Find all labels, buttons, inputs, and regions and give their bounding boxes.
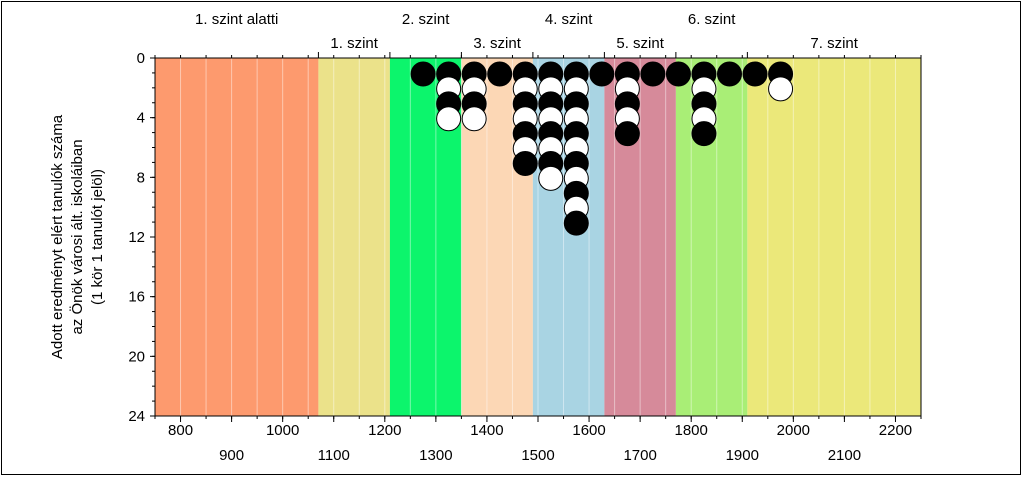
student-circle xyxy=(640,61,666,87)
y-tick-label: 0 xyxy=(137,50,145,67)
x-tick-label: 2000 xyxy=(777,422,810,439)
y-tick-label: 12 xyxy=(128,229,145,246)
student-circle xyxy=(563,210,589,236)
student-circle xyxy=(436,106,462,132)
level-label-1: 1. szint alatti xyxy=(195,11,278,28)
y-tick-label: 16 xyxy=(128,289,145,306)
student-circle xyxy=(717,61,742,87)
level-band-8 xyxy=(747,58,921,416)
level-band-1 xyxy=(155,58,319,416)
x-tick-label: 1800 xyxy=(675,422,708,439)
level-label-2: 1. szint xyxy=(330,35,378,52)
x-tick-label: 900 xyxy=(219,447,244,464)
student-circle xyxy=(589,61,615,87)
x-tick-label: 1900 xyxy=(726,447,759,464)
level-band-2 xyxy=(318,58,390,416)
level-label-4: 3. szint xyxy=(473,35,521,52)
x-tick-label: 2100 xyxy=(828,447,861,464)
x-tick-label: 1300 xyxy=(419,447,452,464)
level-label-8: 7. szint xyxy=(810,35,858,52)
student-circle xyxy=(614,121,640,147)
x-tick-label: 800 xyxy=(168,422,193,439)
student-circle xyxy=(487,61,513,87)
y-tick-label: 20 xyxy=(128,348,145,365)
student-circle xyxy=(410,61,436,87)
level-label-5: 4. szint xyxy=(545,11,593,28)
y-tick-label: 24 xyxy=(128,408,145,425)
y-tick-label: 4 xyxy=(137,110,145,127)
student-circle xyxy=(538,165,564,191)
student-circle xyxy=(512,151,538,176)
level-label-3: 2. szint xyxy=(402,11,450,28)
student-circle xyxy=(691,121,717,147)
x-tick-label: 1000 xyxy=(266,422,299,439)
student-circle xyxy=(742,61,768,87)
y-axis-label-line-2: az Önök városi ált. iskoláiban xyxy=(68,139,86,334)
x-tick-label: 1600 xyxy=(572,422,605,439)
x-tick-label: 1400 xyxy=(470,422,503,439)
x-tick-label: 1200 xyxy=(368,422,401,439)
student-circle xyxy=(665,61,691,87)
student-circle xyxy=(461,106,487,132)
level-label-6: 5. szint xyxy=(616,35,664,52)
student-circle xyxy=(768,76,794,102)
x-tick-label: 2200 xyxy=(879,422,912,439)
y-axis-label-line-3: (1 kör 1 tanulót jelöl) xyxy=(89,169,106,305)
x-tick-label: 1700 xyxy=(623,447,656,464)
y-tick-label: 8 xyxy=(137,169,145,186)
x-tick-label: 1100 xyxy=(318,447,350,464)
x-tick-label: 1500 xyxy=(521,447,554,464)
level-label-7: 6. szint xyxy=(688,11,736,28)
y-axis-label-line-1: Adott eredményt elért tanulók száma xyxy=(49,114,66,359)
